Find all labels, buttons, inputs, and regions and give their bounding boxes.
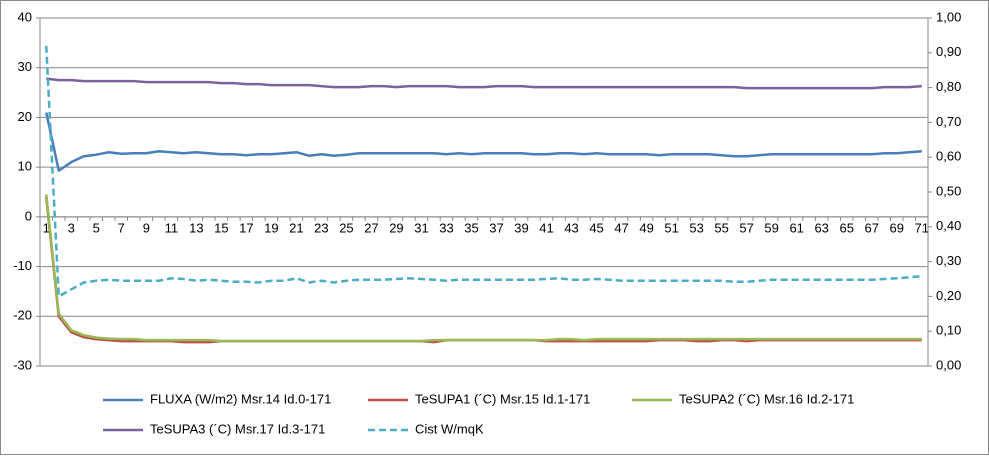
y-tick-label: -10 bbox=[13, 258, 32, 273]
y2-tick-label: 0,90 bbox=[936, 44, 961, 59]
legend-label: TeSUPA2 (´C) Msr.16 Id.2-171 bbox=[679, 391, 854, 406]
x-tick-label: 55 bbox=[714, 220, 728, 235]
x-tick-label: 11 bbox=[165, 220, 179, 235]
x-tick-label: 59 bbox=[764, 220, 778, 235]
y-tick-label: 20 bbox=[18, 109, 32, 124]
x-tick-label: 37 bbox=[489, 220, 503, 235]
x-tick-label: 61 bbox=[789, 220, 803, 235]
x-tick-label: 47 bbox=[614, 220, 628, 235]
y-tick-label: 0 bbox=[25, 208, 32, 223]
legend-label: TeSUPA1 (´C) Msr.15 Id.1-171 bbox=[415, 391, 590, 406]
x-tick-label: 31 bbox=[414, 220, 428, 235]
series-line bbox=[45, 112, 922, 172]
y2-tick-label: 0,40 bbox=[936, 218, 961, 233]
x-tick-label: 49 bbox=[639, 220, 653, 235]
y2-tick-label: 0,80 bbox=[936, 79, 961, 94]
x-tick-label: 57 bbox=[739, 220, 753, 235]
x-tick-label: 17 bbox=[239, 220, 253, 235]
x-tick-label: 19 bbox=[264, 220, 278, 235]
y-tick-label: -30 bbox=[13, 357, 32, 372]
y-tick-label: 10 bbox=[18, 159, 32, 174]
x-tick-label: 45 bbox=[589, 220, 603, 235]
x-tick-label: 53 bbox=[689, 220, 703, 235]
x-tick-label: 7 bbox=[118, 220, 125, 235]
x-tick-label: 13 bbox=[189, 220, 203, 235]
legend-label: FLUXA (W/m2) Msr.14 Id.0-171 bbox=[150, 391, 331, 406]
legend-label: TeSUPA3 (´C) Msr.17 Id.3-171 bbox=[150, 421, 325, 436]
series-line bbox=[45, 194, 922, 343]
y2-tick-label: 0,60 bbox=[936, 149, 961, 164]
x-tick-label: 1 bbox=[43, 220, 50, 235]
y2-tick-label: 0,00 bbox=[936, 357, 961, 372]
x-tick-label: 67 bbox=[864, 220, 878, 235]
y-tick-label: 30 bbox=[18, 59, 32, 74]
legend-label: Cist W/mqK bbox=[415, 421, 484, 436]
y2-tick-label: 0,50 bbox=[936, 183, 961, 198]
x-tick-label: 41 bbox=[539, 220, 553, 235]
series-line bbox=[45, 45, 922, 298]
x-tick-label: 15 bbox=[214, 220, 228, 235]
x-tick-label: 71 bbox=[915, 220, 929, 235]
series-line bbox=[46, 77, 922, 90]
x-tick-label: 5 bbox=[93, 220, 100, 235]
x-tick-label: 35 bbox=[464, 220, 478, 235]
x-tick-label: 29 bbox=[389, 220, 403, 235]
x-tick-label: 65 bbox=[839, 220, 853, 235]
y2-tick-label: 1,00 bbox=[936, 9, 961, 24]
y2-tick-label: 0,20 bbox=[936, 288, 961, 303]
x-tick-label: 25 bbox=[339, 220, 353, 235]
x-tick-label: 63 bbox=[814, 220, 828, 235]
x-tick-label: 27 bbox=[364, 220, 378, 235]
x-tick-label: 43 bbox=[564, 220, 578, 235]
x-tick-label: 69 bbox=[889, 220, 903, 235]
y2-tick-label: 0,10 bbox=[936, 323, 961, 338]
x-tick-label: 33 bbox=[439, 220, 453, 235]
x-tick-label: 39 bbox=[514, 220, 528, 235]
x-tick-label: 23 bbox=[314, 220, 328, 235]
y2-tick-label: 0,70 bbox=[936, 114, 961, 129]
x-tick-label: 3 bbox=[68, 220, 75, 235]
x-tick-label: 9 bbox=[143, 220, 150, 235]
x-tick-label: 21 bbox=[289, 220, 303, 235]
y2-tick-label: 0,30 bbox=[936, 253, 961, 268]
x-tick-label: 51 bbox=[664, 220, 678, 235]
y-tick-label: 40 bbox=[18, 9, 32, 24]
y-tick-label: -20 bbox=[13, 308, 32, 323]
